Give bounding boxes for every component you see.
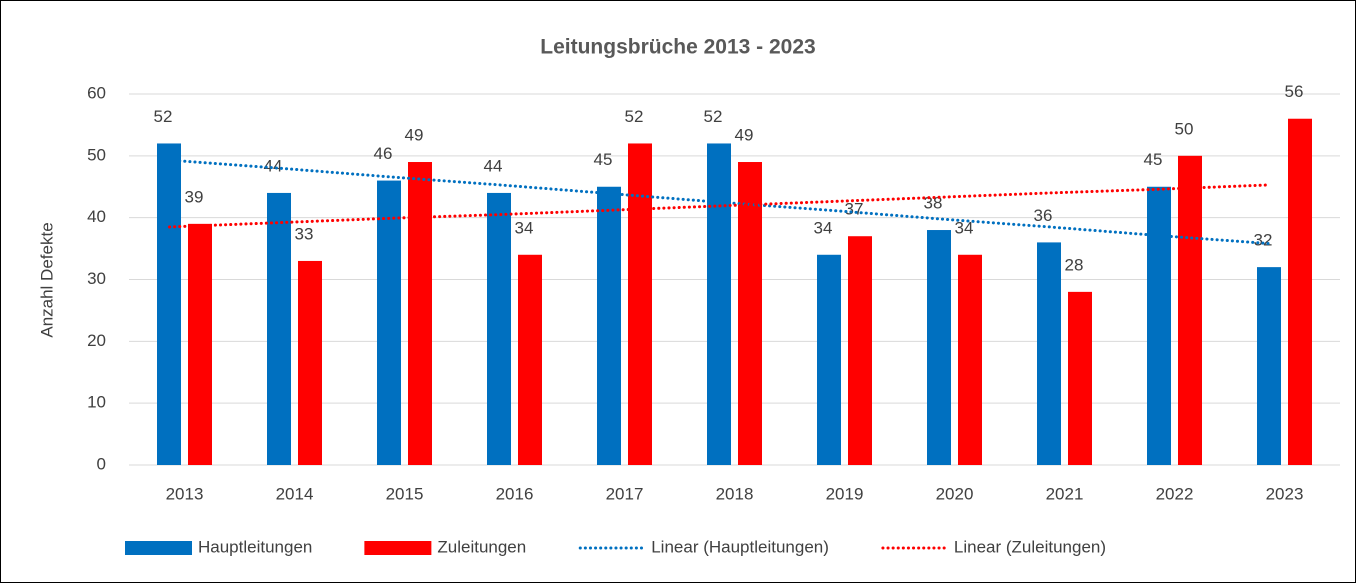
x-tick-label: 2021 — [1046, 484, 1084, 503]
data-label: 33 — [295, 224, 314, 243]
x-tick-label: 2016 — [496, 484, 534, 503]
legend-swatch — [364, 541, 432, 555]
x-tick-label: 2017 — [606, 484, 644, 503]
legend-label: Hauptleitungen — [198, 537, 312, 556]
data-label: 28 — [1065, 255, 1084, 274]
x-tick-label: 2022 — [1156, 484, 1194, 503]
legend-swatch — [125, 541, 192, 555]
y-tick-label: 40 — [87, 207, 106, 226]
bar — [1068, 291, 1092, 465]
data-label: 52 — [704, 107, 723, 126]
bar — [298, 260, 322, 465]
chart-title: Leitungsbrüche 2013 - 2023 — [540, 36, 815, 59]
data-label: 50 — [1175, 119, 1194, 138]
bar — [628, 143, 652, 465]
bar — [738, 162, 762, 465]
data-label: 44 — [484, 156, 503, 175]
data-label: 37 — [845, 200, 864, 219]
data-label: 34 — [515, 218, 534, 237]
y-tick-label: 0 — [97, 454, 106, 473]
bar — [958, 254, 982, 465]
x-tick-label: 2018 — [716, 484, 754, 503]
bar — [377, 180, 401, 466]
data-label: 32 — [1254, 231, 1273, 250]
data-label: 36 — [1034, 206, 1053, 225]
data-label: 46 — [374, 144, 393, 163]
x-tick-label: 2015 — [386, 484, 424, 503]
y-tick-label: 60 — [87, 83, 106, 102]
data-label: 34 — [814, 218, 833, 237]
data-label: 52 — [154, 107, 173, 126]
x-tick-label: 2019 — [826, 484, 864, 503]
y-tick-label: 30 — [87, 269, 106, 288]
legend-label: Linear (Zuleitungen) — [954, 537, 1106, 556]
bar — [188, 223, 212, 465]
y-axis-label: Anzahl Defekte — [37, 222, 56, 337]
bar — [1147, 186, 1171, 465]
data-label: 45 — [594, 150, 613, 169]
y-tick-label: 20 — [87, 331, 106, 350]
data-label: 49 — [405, 126, 424, 145]
data-label: 39 — [185, 187, 204, 206]
bar — [707, 143, 731, 465]
bar — [518, 254, 542, 465]
data-label: 49 — [735, 126, 754, 145]
bar — [487, 192, 511, 465]
trend-line — [168, 158, 1271, 246]
bar — [597, 186, 621, 465]
bar — [927, 230, 951, 465]
bar — [848, 236, 872, 465]
bar — [408, 162, 432, 465]
legend-label: Zuleitungen — [437, 537, 526, 556]
x-tick-label: 2014 — [276, 484, 314, 503]
bar — [817, 254, 841, 465]
bar — [157, 143, 181, 465]
bar — [1037, 242, 1061, 465]
data-label: 52 — [625, 107, 644, 126]
bar — [1288, 118, 1312, 465]
x-tick-label: 2020 — [936, 484, 974, 503]
y-tick-label: 50 — [87, 145, 106, 164]
trend-line — [168, 183, 1271, 229]
bar — [1178, 155, 1202, 466]
data-label: 44 — [264, 156, 283, 175]
data-label: 34 — [955, 218, 974, 237]
x-tick-label: 2023 — [1266, 484, 1304, 503]
y-tick-label: 10 — [87, 393, 106, 412]
x-tick-label: 2013 — [166, 484, 204, 503]
bar — [1257, 267, 1281, 465]
data-label: 56 — [1285, 82, 1304, 101]
legend-label: Linear (Hauptleitungen) — [651, 537, 829, 556]
data-label: 45 — [1144, 150, 1163, 169]
bar — [267, 192, 291, 465]
